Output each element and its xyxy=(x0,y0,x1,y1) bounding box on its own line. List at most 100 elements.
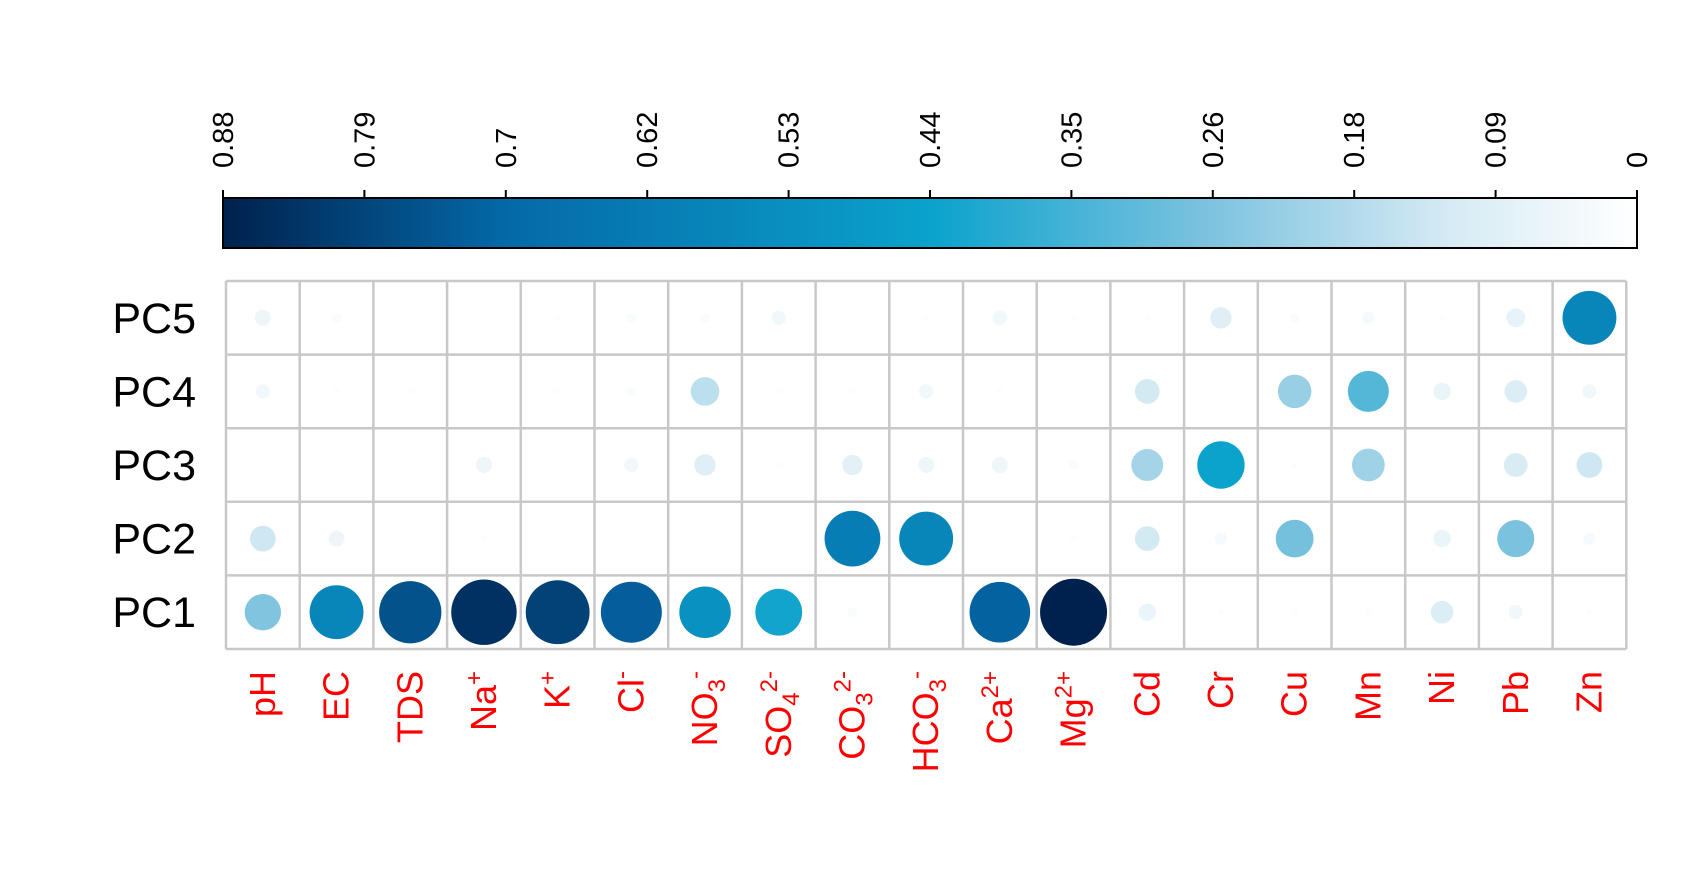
legend-tick-label: 0.7 xyxy=(491,128,523,168)
circle-pc4-cu xyxy=(1277,374,1312,409)
grid xyxy=(224,279,1628,651)
circle-pc1-cd xyxy=(1138,603,1156,621)
circle-pc5-cl xyxy=(626,312,637,323)
circle-pc5-k xyxy=(554,314,562,322)
row-label-pc4: PC4 xyxy=(112,368,196,416)
legend-tick-label: 0.44 xyxy=(915,112,947,168)
circle-pc4-so xyxy=(775,387,783,395)
column-label-so: SO42- xyxy=(756,671,805,758)
circle-pc2-co xyxy=(824,510,881,567)
legend-tick-label: 0.35 xyxy=(1056,112,1088,168)
circle-pc2-ni xyxy=(1433,529,1451,548)
legend-tick-label: 0.09 xyxy=(1481,112,1513,168)
circle-pc3-cu xyxy=(1291,461,1299,469)
legend-tick-label: 0.53 xyxy=(774,112,806,168)
circle-pc2-cu xyxy=(1275,519,1314,558)
circle-pc5-mn xyxy=(1362,311,1375,324)
column-label-cr: Cr xyxy=(1200,671,1241,709)
circle-pc3-pb xyxy=(1503,453,1528,477)
circle-pc1-pb xyxy=(1508,605,1523,620)
circle-pc3-zn xyxy=(1576,452,1603,478)
circle-pc3-mn xyxy=(1351,448,1385,482)
legend-tick-label: 0 xyxy=(1622,152,1654,168)
circle-pc2-ec xyxy=(328,530,345,547)
circle-pc1-ni xyxy=(1430,600,1454,624)
column-label-tds: TDS xyxy=(389,671,430,743)
circle-pc2-cd xyxy=(1134,526,1160,551)
circle-pc5-ca xyxy=(992,310,1007,325)
legend-tick-label: 0.88 xyxy=(208,112,240,168)
circle-pc3-na xyxy=(475,457,492,473)
circle-pc3-co xyxy=(842,454,863,476)
circle-pc5-zn xyxy=(1562,290,1617,345)
circle-pc1-mg xyxy=(1040,578,1108,646)
circle-pc4-ni xyxy=(1433,382,1451,401)
circle-pc2-na xyxy=(480,535,488,543)
circle-pc5-so xyxy=(771,310,786,325)
circle-pc1-no xyxy=(679,586,731,638)
circles xyxy=(244,290,1617,646)
row-label-pc3: PC3 xyxy=(112,442,196,490)
legend-tick-label: 0.79 xyxy=(349,112,381,168)
circle-pc5-ec xyxy=(331,312,342,323)
column-label-co: CO32- xyxy=(829,671,878,760)
circle-pc4-hco xyxy=(919,384,934,399)
circle-pc1-cu xyxy=(1291,608,1299,616)
column-label-cl: Cl- xyxy=(608,671,651,713)
column-label-cd: Cd xyxy=(1126,671,1167,717)
circle-pc4-no xyxy=(690,377,720,406)
circle-pc3-hco xyxy=(918,457,935,473)
column-label-mg: Mg2+ xyxy=(1051,671,1094,748)
circle-pc4-co xyxy=(848,387,857,395)
circle-pc4-cl xyxy=(626,386,637,397)
circle-pc1-cl xyxy=(600,581,662,643)
circle-pc4-ph xyxy=(255,384,270,399)
circle-pc1-ph xyxy=(244,593,282,631)
column-label-ph: pH xyxy=(242,671,283,717)
circle-pc5-no xyxy=(700,312,711,323)
column-labels: pH EC TDS Na+ K+ Cl- NO3- SO42- CO32- HCO3- Ca2+ Mg… xyxy=(242,671,1610,772)
circle-pc1-ec xyxy=(309,585,364,640)
circle-pc1-tds xyxy=(379,581,442,644)
column-label-cu: Cu xyxy=(1274,671,1315,717)
column-label-ec: EC xyxy=(316,671,357,721)
circle-pc1-cr xyxy=(1217,608,1225,616)
circle-pc2-cr xyxy=(1214,532,1228,545)
column-label-k: K+ xyxy=(535,671,578,709)
legend-tick-label: 0.18 xyxy=(1339,112,1371,168)
circle-pc3-so xyxy=(775,461,783,469)
circle-pc2-zn xyxy=(1583,532,1596,545)
circle-pc1-mn xyxy=(1364,608,1372,616)
circle-pc1-k xyxy=(525,580,590,645)
row-label-pc5: PC5 xyxy=(112,295,196,343)
circle-pc3-cl xyxy=(624,457,639,473)
circle-pc2-ph xyxy=(249,525,276,552)
column-label-na: Na+ xyxy=(461,671,504,731)
column-label-no: NO3- xyxy=(682,671,731,746)
circle-pc2-mg xyxy=(1069,535,1078,543)
column-label-pb: Pb xyxy=(1495,671,1536,715)
circle-pc5-hco xyxy=(922,314,930,322)
row-label-pc1: PC1 xyxy=(112,589,196,637)
circle-pc5-ni xyxy=(1438,314,1446,322)
circle-pc1-so xyxy=(755,588,803,636)
circle-pc1-co xyxy=(847,607,858,618)
circle-pc5-pb xyxy=(1506,308,1526,328)
circle-pc5-cu xyxy=(1289,312,1300,323)
circle-pc4-pb xyxy=(1504,380,1528,403)
circle-pc1-zn xyxy=(1585,608,1594,616)
circle-pc4-k xyxy=(554,387,562,395)
column-label-ni: Ni xyxy=(1421,671,1462,705)
row-labels: PC5 PC4 PC3 PC2 PC1 xyxy=(112,295,196,637)
circle-pc4-ca xyxy=(996,387,1004,395)
row-label-pc2: PC2 xyxy=(112,516,196,564)
circle-pc5-cd xyxy=(1143,314,1151,322)
circle-pc5-mg xyxy=(1069,314,1078,322)
circle-pc4-zn xyxy=(1582,384,1597,399)
circle-pc3-mg xyxy=(1068,459,1079,471)
circle-pc4-ec xyxy=(332,387,341,395)
legend-tick-label: 0.62 xyxy=(632,112,664,168)
column-label-hco: HCO3- xyxy=(903,671,952,772)
color-legend: 0.88 0.79 0.7 0.62 0.53 0.44 0.35 0.26 0.18 0.09 0 xyxy=(208,112,1654,249)
